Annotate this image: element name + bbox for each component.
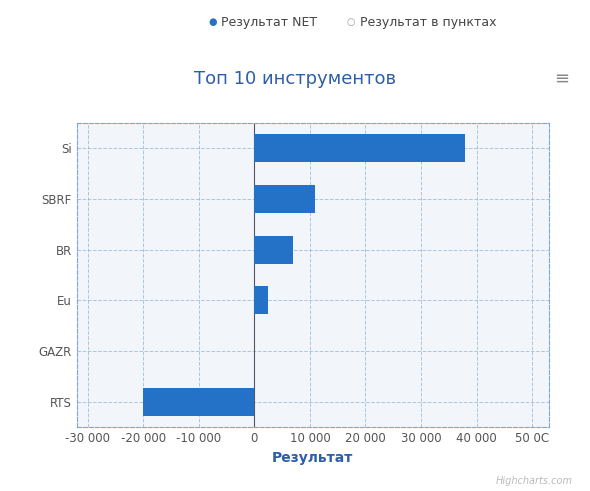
Text: Результат NET: Результат NET xyxy=(221,16,317,28)
Bar xyxy=(254,286,268,314)
Text: ≡: ≡ xyxy=(554,70,569,87)
Bar xyxy=(254,134,466,162)
Bar xyxy=(254,185,316,213)
Text: ●: ● xyxy=(208,17,217,27)
Text: Highcharts.com: Highcharts.com xyxy=(495,476,572,486)
X-axis label: Результат: Результат xyxy=(272,451,353,464)
Bar xyxy=(254,236,293,264)
Bar xyxy=(143,388,254,416)
Text: ○: ○ xyxy=(347,17,355,27)
Text: Результат в пунктах: Результат в пунктах xyxy=(360,16,496,28)
Text: Топ 10 инструментов: Топ 10 инструментов xyxy=(194,70,396,87)
